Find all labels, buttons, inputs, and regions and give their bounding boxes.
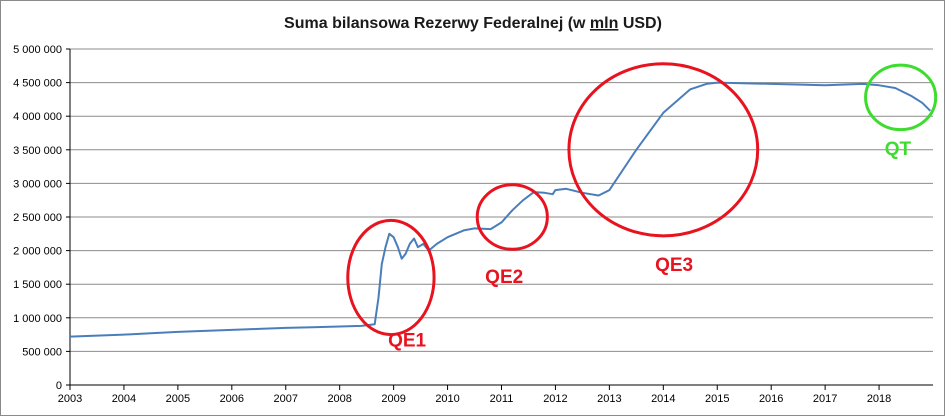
x-tick-label: 2012 [543,393,567,405]
y-tick-label: 1 000 000 [13,313,62,325]
x-tick-label: 2005 [166,393,190,405]
x-tick-label: 2004 [112,393,136,405]
x-tick-label: 2017 [813,393,837,405]
y-tick-label: 2 000 000 [13,246,62,258]
x-tick-label: 2007 [274,393,298,405]
x-tick-label: 2018 [867,393,891,405]
y-tick-label: 1 500 000 [13,279,62,291]
chart-title: Suma bilansowa Rezerwy Federalnej (w mln… [284,15,662,32]
x-tick-label: 2016 [759,393,783,405]
x-tick-label: 2013 [597,393,621,405]
annotation-label-qe2: QE2 [485,267,523,288]
annotation-ellipse-qe1 [346,218,436,337]
y-tick-label: 0 [56,380,62,392]
annotation-ellipse-qe3 [567,62,760,238]
title-underlined-unit: mln [590,15,618,32]
y-tick-label: 3 000 000 [13,178,62,190]
x-tick-label: 2006 [220,393,244,405]
axes [66,48,933,390]
x-tick-label: 2014 [651,393,675,405]
x-tick-label: 2003 [58,393,82,405]
annotation-label-qe3: QE3 [655,255,693,276]
annotation-label-qe1: QE1 [388,331,426,352]
annotation-ellipse-qe2 [475,183,549,251]
y-tick-label: 4 000 000 [13,111,62,123]
y-tick-label: 4 500 000 [13,78,62,90]
x-tick-labels: 2003 2004 2005 2006 2007 2008 2009 2010 2011 2012… [58,393,892,405]
x-tick-label: 2011 [490,393,514,405]
x-tick-label: 2015 [705,393,729,405]
x-tick-label: 2010 [435,393,459,405]
x-tick-label: 2008 [327,393,351,405]
annotation-ellipse-qt [864,63,938,132]
annotation-label-qt: QT [885,139,912,160]
series-line [69,81,932,338]
gridlines [70,48,933,352]
y-tick-label: 5 000 000 [13,44,62,56]
y-tick-label: 2 500 000 [13,212,62,224]
x-tick-label: 2009 [381,393,405,405]
title-prefix: Suma bilansowa Rezerwy Federalnej (w [284,15,590,32]
y-tick-label: 3 500 000 [13,145,62,157]
annotations-group: QE1 QE2 QE3 QT [346,62,938,352]
series-group [69,81,932,338]
y-tick-label: 500 000 [22,346,62,358]
y-tick-labels: 0 500 000 1 000 000 1 500 000 2 000 000 2 500… [13,44,62,392]
title-suffix: USD) [618,15,662,32]
